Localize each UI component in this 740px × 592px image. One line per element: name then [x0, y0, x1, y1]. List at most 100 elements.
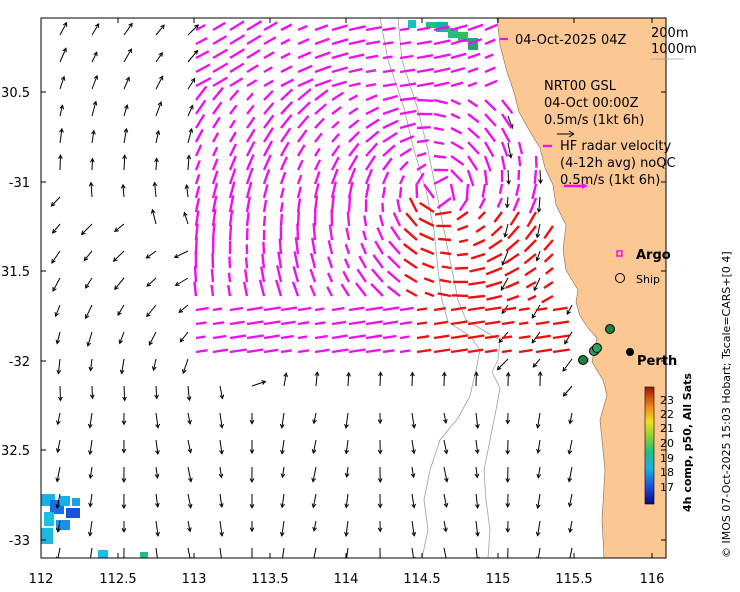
- hf-radar-arrow: [312, 223, 317, 241]
- model-arrowhead: [89, 394, 95, 400]
- hf-radar-arrow: [245, 141, 256, 157]
- hf-radar-arrow: [331, 38, 349, 46]
- model-arrow: [123, 155, 126, 171]
- hf-radar-arrow: [484, 79, 498, 88]
- model-arrow: [91, 158, 93, 171]
- hf-radar-arrow: [421, 262, 435, 270]
- hf-radar-arrow: [331, 334, 348, 340]
- hf-radar-arrow: [466, 169, 475, 187]
- model-arrowhead: [531, 338, 537, 344]
- hf-radar-arrow: [416, 163, 427, 172]
- hf-radar-arrow: [327, 240, 334, 255]
- hf-radar-arrow: [512, 197, 521, 212]
- hf-radar-arrow: [382, 157, 393, 171]
- hf-radar-arrow: [416, 307, 428, 312]
- hf-radar-arrow: [484, 113, 497, 127]
- model-arrowhead: [155, 129, 161, 135]
- model-arrow: [497, 358, 509, 370]
- hf-radar-arrow: [465, 183, 470, 201]
- model-arrow: [155, 493, 159, 507]
- hf-radar-arrow: [263, 51, 275, 60]
- model-arrowhead: [505, 419, 511, 425]
- hf-radar-arrow: [262, 154, 272, 171]
- model-arrow: [281, 439, 285, 454]
- hf-radar-arrow: [506, 294, 520, 302]
- model-arrowhead: [505, 528, 511, 533]
- hf-radar-arrow: [424, 291, 435, 298]
- model-arrowhead: [378, 371, 383, 377]
- model-arrowhead: [474, 473, 480, 479]
- hf-radar-arrow: [518, 307, 530, 312]
- hf-radar-arrow: [194, 197, 201, 213]
- model-arrow: [146, 250, 157, 259]
- model-arrow: [51, 196, 61, 207]
- hf-radar-arrow: [194, 174, 201, 185]
- model-arrow: [119, 331, 125, 344]
- model-arrowhead: [182, 369, 187, 375]
- isobath-200m-label: 200m: [651, 26, 688, 41]
- model-arrow: [475, 547, 478, 558]
- hf-radar-arrow: [382, 119, 399, 130]
- hf-radar-arrow: [436, 197, 452, 210]
- model-arrowhead: [173, 253, 179, 259]
- hf-radar-arrow: [262, 127, 275, 143]
- model-arrowhead: [219, 503, 224, 509]
- hf-radar-arrow: [433, 67, 451, 74]
- nrt-legend-time: 04-Oct 00:00Z: [544, 96, 639, 111]
- model-arrowhead: [443, 418, 448, 425]
- model-arrow: [566, 304, 573, 315]
- model-arrowhead: [535, 504, 541, 510]
- model-arrow: [175, 277, 189, 286]
- model-arrowhead: [219, 449, 224, 455]
- model-arrowhead: [194, 24, 199, 29]
- model-arrowhead: [567, 477, 572, 483]
- hf-radar-arrow: [278, 238, 283, 255]
- model-arrow: [500, 277, 509, 291]
- model-arrowhead: [377, 503, 383, 509]
- model-arrowhead: [474, 504, 480, 509]
- hf-radar-arrow: [314, 321, 326, 326]
- hf-radar-arrow: [493, 211, 503, 223]
- hf-radar-arrow: [211, 223, 216, 241]
- model-arrowhead: [535, 256, 541, 262]
- hf-radar-arrow: [263, 320, 281, 326]
- hf-radar-arrow: [211, 132, 220, 143]
- hf-radar-arrow: [376, 227, 385, 241]
- hf-radar-arrow: [263, 102, 275, 115]
- model-arrow: [187, 466, 192, 482]
- hf-radar-arrow: [433, 154, 447, 159]
- model-arrowhead: [55, 504, 61, 510]
- colorbar-ticks: 23 22 21 20 19 18 17: [660, 394, 674, 494]
- hf-radar-arrow: [348, 107, 359, 116]
- hf-radar-arrow: [348, 94, 359, 102]
- model-arrow: [57, 412, 61, 425]
- model-arrow: [568, 439, 573, 454]
- model-arrow: [538, 196, 541, 212]
- model-arrow: [89, 520, 93, 536]
- hf-radar-arrow: [211, 116, 221, 129]
- hf-radar-arrows: [193, 20, 570, 354]
- hf-radar-arrow: [314, 79, 332, 88]
- model-arrow: [155, 52, 163, 63]
- hf-radar-arrow: [245, 228, 249, 241]
- model-arrow: [57, 547, 61, 558]
- y-tick-label: 31.5: [1, 265, 30, 280]
- model-arrow: [121, 358, 125, 374]
- hf-radar-arrow: [399, 54, 414, 60]
- model-arrow: [345, 439, 349, 454]
- hf-radar-arrow: [365, 83, 377, 88]
- isobath-1000m-label: 1000m: [651, 42, 697, 57]
- hf-radar-arrow: [477, 211, 486, 220]
- hf-radar-arrow: [472, 238, 486, 247]
- hf-radar-arrow: [399, 41, 412, 46]
- model-arrowhead: [55, 339, 61, 345]
- model-arrow: [313, 412, 317, 424]
- model-arrowhead: [85, 314, 90, 320]
- x-tick-label: 113: [182, 572, 207, 587]
- hf-radar-arrow: [467, 23, 484, 32]
- perth-label: Perth: [637, 354, 677, 369]
- model-arrowhead: [443, 449, 449, 455]
- hf-radar-arrow: [552, 334, 570, 340]
- hf-radar-arrow: [381, 171, 390, 185]
- model-arrow: [57, 358, 61, 374]
